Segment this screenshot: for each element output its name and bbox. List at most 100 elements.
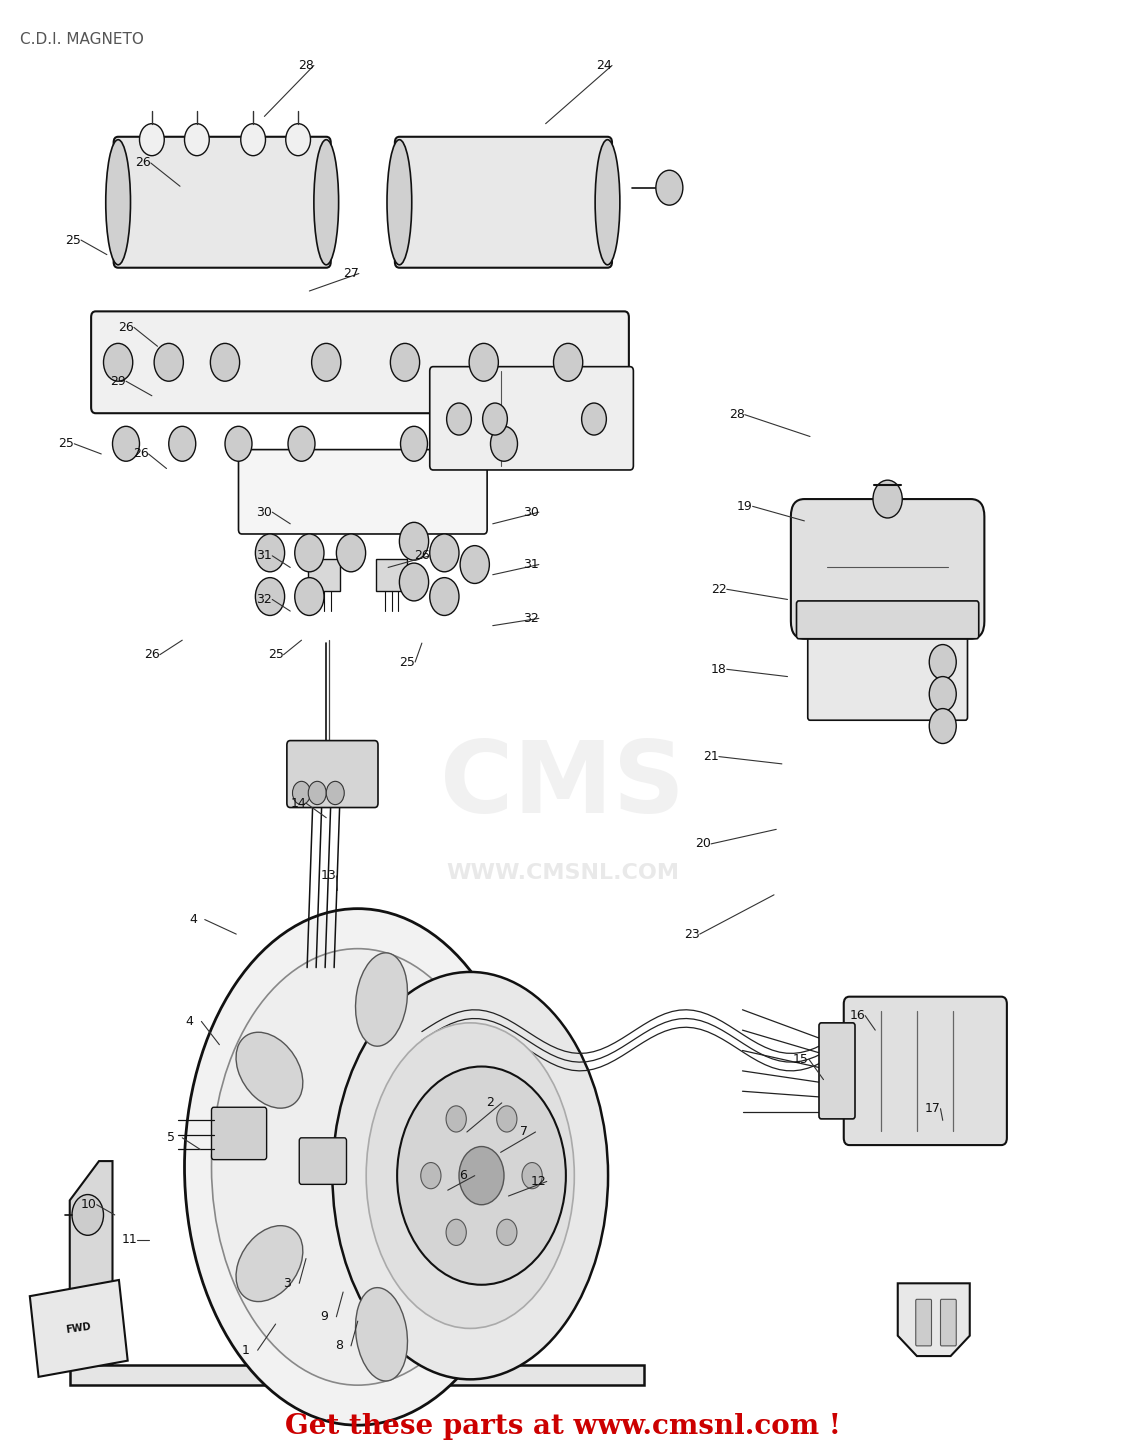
Text: 26: 26 xyxy=(118,322,134,333)
FancyBboxPatch shape xyxy=(796,601,979,639)
Text: FWD: FWD xyxy=(65,1321,92,1336)
Text: 2: 2 xyxy=(486,1097,494,1109)
Text: 26: 26 xyxy=(144,649,160,661)
Ellipse shape xyxy=(356,1288,407,1381)
Text: 24: 24 xyxy=(596,60,612,71)
Text: 29: 29 xyxy=(110,375,126,387)
Text: 31: 31 xyxy=(523,559,539,570)
Bar xyxy=(376,559,407,591)
Polygon shape xyxy=(70,1161,112,1365)
FancyBboxPatch shape xyxy=(808,627,968,720)
Circle shape xyxy=(241,124,266,156)
Text: 21: 21 xyxy=(703,751,719,762)
Ellipse shape xyxy=(314,140,339,265)
Polygon shape xyxy=(898,1283,970,1356)
FancyBboxPatch shape xyxy=(819,1023,855,1119)
Circle shape xyxy=(469,343,498,381)
Text: 9: 9 xyxy=(321,1311,328,1323)
Ellipse shape xyxy=(428,1109,500,1174)
Text: 25: 25 xyxy=(268,649,284,661)
Circle shape xyxy=(295,578,324,615)
Text: 14: 14 xyxy=(290,797,306,809)
Circle shape xyxy=(295,534,324,572)
Circle shape xyxy=(312,343,341,381)
Circle shape xyxy=(255,534,285,572)
FancyBboxPatch shape xyxy=(844,997,1007,1145)
Polygon shape xyxy=(70,1365,644,1385)
Ellipse shape xyxy=(428,1160,500,1225)
FancyBboxPatch shape xyxy=(395,137,612,268)
Text: 10: 10 xyxy=(81,1199,97,1211)
FancyBboxPatch shape xyxy=(91,311,629,413)
FancyBboxPatch shape xyxy=(791,499,984,639)
Ellipse shape xyxy=(106,140,130,265)
Text: 23: 23 xyxy=(684,928,700,940)
Text: 28: 28 xyxy=(729,409,745,420)
Circle shape xyxy=(154,343,183,381)
Text: 3: 3 xyxy=(284,1277,291,1289)
Ellipse shape xyxy=(236,1032,303,1109)
Text: 13: 13 xyxy=(321,870,336,882)
Text: 32: 32 xyxy=(256,594,272,605)
Ellipse shape xyxy=(236,1225,303,1302)
Text: 30: 30 xyxy=(256,506,272,518)
Circle shape xyxy=(447,403,471,435)
Text: 4: 4 xyxy=(189,914,197,925)
Circle shape xyxy=(140,124,164,156)
Circle shape xyxy=(399,522,429,560)
Circle shape xyxy=(399,563,429,601)
Ellipse shape xyxy=(333,972,608,1379)
FancyBboxPatch shape xyxy=(287,741,378,808)
Circle shape xyxy=(292,781,310,805)
FancyBboxPatch shape xyxy=(430,367,633,470)
Text: 19: 19 xyxy=(737,501,753,512)
Circle shape xyxy=(326,781,344,805)
Circle shape xyxy=(656,170,683,205)
Circle shape xyxy=(104,343,133,381)
Ellipse shape xyxy=(212,949,504,1385)
Text: C.D.I. MAGNETO: C.D.I. MAGNETO xyxy=(20,32,144,47)
Circle shape xyxy=(390,343,420,381)
Circle shape xyxy=(430,578,459,615)
Text: 15: 15 xyxy=(793,1053,809,1065)
Ellipse shape xyxy=(367,1023,575,1328)
Text: 20: 20 xyxy=(695,838,711,850)
Circle shape xyxy=(169,426,196,461)
Ellipse shape xyxy=(387,140,412,265)
Circle shape xyxy=(225,426,252,461)
Circle shape xyxy=(497,1106,518,1132)
Text: WWW.CMSNL.COM: WWW.CMSNL.COM xyxy=(446,863,680,883)
Text: 5: 5 xyxy=(166,1132,174,1144)
Circle shape xyxy=(286,124,310,156)
Circle shape xyxy=(460,546,489,583)
Circle shape xyxy=(255,578,285,615)
Circle shape xyxy=(397,1067,566,1285)
Text: 26: 26 xyxy=(135,157,151,169)
Bar xyxy=(308,559,340,591)
Text: 27: 27 xyxy=(343,268,359,279)
Circle shape xyxy=(210,343,240,381)
FancyBboxPatch shape xyxy=(114,137,331,268)
FancyBboxPatch shape xyxy=(238,450,487,534)
Circle shape xyxy=(490,426,518,461)
Circle shape xyxy=(400,426,428,461)
Text: 25: 25 xyxy=(58,438,74,450)
Circle shape xyxy=(929,709,956,744)
Circle shape xyxy=(929,645,956,679)
Circle shape xyxy=(873,480,902,518)
Circle shape xyxy=(308,781,326,805)
FancyBboxPatch shape xyxy=(299,1138,346,1184)
Circle shape xyxy=(459,1147,504,1205)
Text: 16: 16 xyxy=(849,1010,865,1021)
Text: CMS: CMS xyxy=(440,738,685,834)
Text: 6: 6 xyxy=(459,1170,467,1181)
Text: 8: 8 xyxy=(335,1340,343,1352)
Circle shape xyxy=(496,1219,518,1245)
Text: 25: 25 xyxy=(399,656,415,668)
Circle shape xyxy=(184,124,209,156)
Text: 11: 11 xyxy=(122,1234,137,1245)
Text: 4: 4 xyxy=(186,1016,193,1027)
Text: 30: 30 xyxy=(523,506,539,518)
Text: 7: 7 xyxy=(520,1126,528,1138)
FancyBboxPatch shape xyxy=(940,1299,956,1346)
